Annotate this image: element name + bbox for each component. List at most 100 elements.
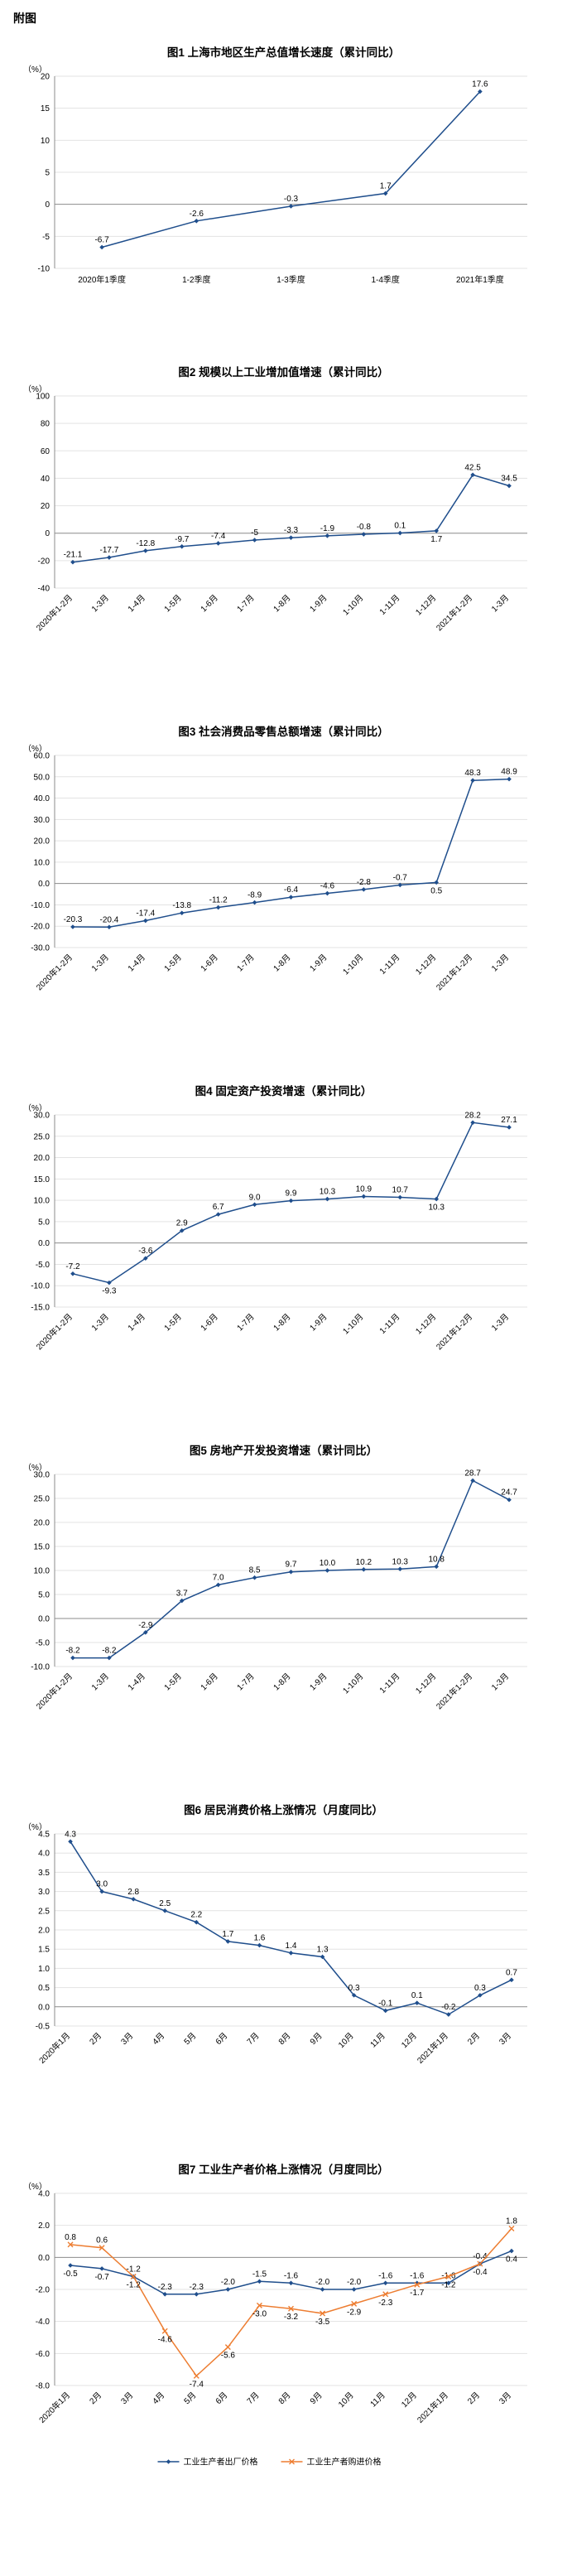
svg-text:1-4月: 1-4月: [126, 593, 147, 615]
svg-text:1-6月: 1-6月: [199, 953, 220, 974]
svg-text:9月: 9月: [308, 2031, 324, 2047]
svg-text:2021年1-2月: 2021年1-2月: [434, 952, 474, 992]
svg-text:11月: 11月: [368, 2031, 387, 2050]
svg-text:9月: 9月: [308, 2390, 324, 2406]
svg-text:2020年1月: 2020年1月: [36, 2390, 72, 2425]
svg-text:4.0: 4.0: [38, 1850, 50, 1859]
svg-text:2021年1-2月: 2021年1-2月: [434, 1671, 474, 1711]
svg-text:-4.6: -4.6: [320, 882, 335, 891]
svg-text:1-12月: 1-12月: [414, 953, 439, 977]
svg-text:0.3: 0.3: [474, 1984, 486, 1993]
svg-text:42.5: 42.5: [464, 463, 481, 472]
svg-text:-3.2: -3.2: [284, 2313, 299, 2322]
svg-text:15: 15: [41, 104, 50, 113]
figure-1-line-chart: 20 15 10 5 0 -5 -10 （%） 2020年1季度 1-2季度 1-3季度 1-4季度 2…: [23, 65, 527, 285]
svg-text:2.5: 2.5: [159, 1899, 171, 1908]
svg-text:1-3月: 1-3月: [89, 953, 111, 974]
svg-text:1.7: 1.7: [222, 1930, 233, 1939]
svg-text:-2.0: -2.0: [36, 2286, 50, 2295]
svg-text:1-4月: 1-4月: [126, 1672, 147, 1693]
svg-text:1-7月: 1-7月: [235, 953, 257, 974]
svg-text:工业生产者购进价格: 工业生产者购进价格: [307, 2457, 382, 2467]
svg-text:28.2: 28.2: [464, 1111, 481, 1120]
svg-text:2.5: 2.5: [38, 1907, 50, 1916]
svg-text:10.3: 10.3: [428, 1204, 445, 1213]
svg-text:0: 0: [45, 200, 50, 210]
figure-5-block: 图5 房地产开发投资增速（累计同比） 30.0 25.0 20.0 15.0 10.0 5…: [17, 1441, 572, 1731]
svg-text:-7.2: -7.2: [65, 1262, 80, 1271]
svg-text:10.7: 10.7: [392, 1186, 409, 1195]
figure-3-title: 图3 社会消费品零售总额增速（累计同比）: [178, 726, 389, 738]
svg-text:3.7: 3.7: [176, 1589, 188, 1599]
svg-text:3月: 3月: [119, 2031, 135, 2047]
figure-1-block: 图1 上海市地区生产总值增长速度（累计同比） 20 15 10 5 0 -5 -10 （%） 2…: [17, 43, 572, 293]
svg-text:-5.6: -5.6: [221, 2352, 236, 2361]
svg-text:0.5: 0.5: [430, 886, 442, 895]
svg-text:8月: 8月: [276, 2031, 292, 2047]
svg-text:1-7月: 1-7月: [235, 1312, 257, 1334]
svg-text:-2.3: -2.3: [158, 2283, 173, 2292]
svg-text:-9.7: -9.7: [175, 535, 190, 544]
svg-text:1.4: 1.4: [286, 1942, 297, 1951]
svg-text:1-12月: 1-12月: [414, 593, 439, 618]
svg-text:-8.2: -8.2: [65, 1647, 80, 1656]
svg-text:2月: 2月: [88, 2031, 103, 2047]
svg-text:3月: 3月: [119, 2390, 135, 2406]
svg-text:-5.0: -5.0: [36, 1261, 50, 1270]
svg-text:7月: 7月: [245, 2390, 261, 2406]
svg-text:60.0: 60.0: [34, 752, 50, 761]
svg-text:1-4月: 1-4月: [126, 1312, 147, 1334]
svg-text:1-11月: 1-11月: [377, 593, 401, 617]
svg-text:-1.7: -1.7: [410, 2289, 425, 2298]
svg-text:-20: -20: [38, 557, 50, 566]
svg-text:7.0: 7.0: [213, 1573, 224, 1582]
svg-text:1-3季度: 1-3季度: [276, 274, 305, 285]
svg-text:11月: 11月: [368, 2390, 387, 2410]
svg-text:0.8: 0.8: [65, 2233, 76, 2242]
svg-text:12月: 12月: [399, 2031, 418, 2050]
svg-text:0.3: 0.3: [348, 1984, 360, 1993]
svg-text:6月: 6月: [214, 2031, 229, 2047]
svg-text:1-11月: 1-11月: [377, 1312, 401, 1336]
figure-6-line-chart: 4.5 4.0 3.5 3.0 2.5 2.0 1.5 1.0 0.5 0.0 -0.5 （%） 202…: [23, 1822, 527, 2066]
figure-5-title: 图5 房地产开发投资增速（累计同比）: [189, 1445, 378, 1457]
svg-text:-0.7: -0.7: [393, 873, 408, 882]
svg-text:28.7: 28.7: [464, 1469, 481, 1479]
svg-text:5.0: 5.0: [38, 1218, 50, 1227]
svg-text:0.0: 0.0: [38, 2254, 50, 2263]
svg-text:2.0: 2.0: [38, 2221, 50, 2231]
svg-text:0.4: 0.4: [506, 2255, 517, 2265]
svg-text:0.6: 0.6: [96, 2236, 108, 2246]
svg-text:0.0: 0.0: [38, 880, 50, 889]
svg-text:10月: 10月: [336, 2390, 355, 2410]
svg-text:1-4季度: 1-4季度: [371, 274, 399, 285]
svg-text:-12.8: -12.8: [136, 539, 155, 548]
svg-text:0: 0: [45, 529, 50, 538]
figure-6-title: 图6 居民消费价格上涨情况（月度同比）: [184, 1804, 383, 1816]
svg-text:1-8月: 1-8月: [272, 1672, 293, 1693]
svg-text:0.0: 0.0: [38, 2003, 50, 2012]
svg-text:（%）: （%）: [23, 1463, 47, 1473]
svg-text:2020年1月: 2020年1月: [36, 2030, 72, 2066]
svg-text:1-8月: 1-8月: [272, 953, 293, 974]
svg-text:-1.6: -1.6: [378, 2271, 393, 2280]
svg-text:10.0: 10.0: [34, 1567, 50, 1576]
svg-text:1-7月: 1-7月: [235, 1672, 257, 1693]
svg-text:-17.4: -17.4: [136, 909, 155, 919]
svg-text:-40: -40: [38, 585, 50, 594]
svg-text:-0.5: -0.5: [63, 2270, 78, 2279]
svg-text:25.0: 25.0: [34, 1132, 50, 1141]
figure-1-title: 图1 上海市地区生产总值增长速度（累计同比）: [166, 46, 401, 59]
svg-text:1-4月: 1-4月: [126, 953, 147, 974]
svg-text:（%）: （%）: [23, 1822, 47, 1832]
svg-text:-2.9: -2.9: [138, 1621, 153, 1630]
svg-text:-21.1: -21.1: [64, 551, 83, 560]
svg-text:1-9月: 1-9月: [308, 1672, 329, 1693]
svg-text:12月: 12月: [399, 2390, 418, 2410]
svg-text:-2.3: -2.3: [378, 2299, 393, 2308]
svg-text:9.7: 9.7: [286, 1561, 297, 1570]
svg-text:-13.8: -13.8: [172, 901, 191, 910]
svg-text:2.0: 2.0: [38, 1927, 50, 1936]
svg-text:2.9: 2.9: [176, 1219, 188, 1228]
svg-text:30.0: 30.0: [34, 816, 50, 825]
